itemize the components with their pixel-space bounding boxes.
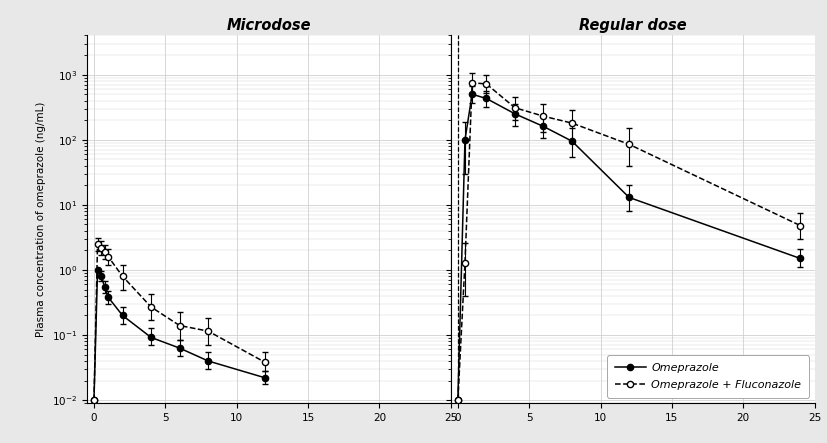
- Y-axis label: Plasma concentration of omeprazole (ng/mL): Plasma concentration of omeprazole (ng/m…: [36, 101, 46, 337]
- Title: Regular dose: Regular dose: [579, 18, 686, 33]
- Title: Microdose: Microdose: [227, 18, 311, 33]
- Legend: Omeprazole, Omeprazole + Fluconazole: Omeprazole, Omeprazole + Fluconazole: [607, 355, 809, 397]
